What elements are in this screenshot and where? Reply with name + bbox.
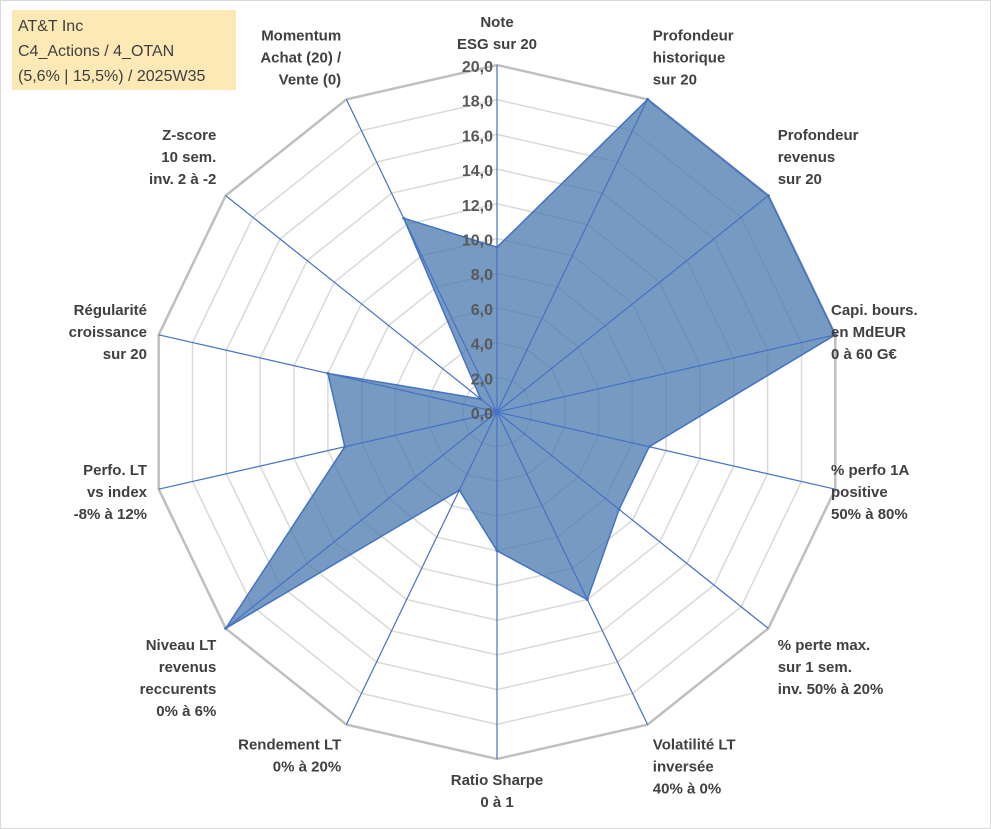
axis-label: Note ESG sur 20 [457, 14, 537, 53]
axis-spoke [496, 99, 649, 413]
axis-label-line: en MdEUR [831, 324, 906, 341]
axis-label-line: revenus [159, 659, 217, 676]
axis-label-line: Volatilité LT [653, 736, 736, 753]
axis-label: Z-score 10 sem. inv. 2 à -2 [149, 127, 216, 188]
axis-label-line: vs index [87, 484, 148, 501]
tick-label: 2,0 [471, 371, 493, 388]
axis-label-line: % perte max. [778, 637, 871, 654]
axis-spoke [496, 411, 649, 725]
tick-label: 18,0 [462, 94, 493, 111]
axis-spoke [225, 195, 498, 413]
axis-label: Profondeur revenus sur 20 [778, 127, 859, 188]
axis-label-line: Momentum [261, 28, 341, 45]
axis-label-line: reccurents [140, 681, 217, 698]
axis-label-line: % perfo 1A [831, 462, 910, 479]
info-category: C4_Actions / 4_OTAN [18, 43, 175, 60]
axis-label: Rendement LT 0% à 20% [238, 736, 341, 775]
axis-label-line: Achat (20) / [260, 50, 342, 67]
axis-label-line: Z-score [162, 127, 216, 144]
axis-label-line: revenus [778, 149, 836, 166]
axis-label-line: 40% à 0% [653, 780, 721, 797]
axis-label-line: sur 20 [653, 72, 697, 89]
axis-label-line: 50% à 80% [831, 506, 908, 523]
axis-label-line: croissance [69, 324, 147, 341]
axis-label-line: -8% à 12% [74, 506, 147, 523]
axis-label-line: Niveau LT [146, 637, 217, 654]
axis-label-line: Capi. bours. [831, 302, 918, 319]
axis-label-line: Rendement LT [238, 736, 341, 753]
axis-label-line: 0% à 20% [273, 758, 341, 775]
axis-spoke [158, 411, 498, 490]
axis-spoke [345, 411, 498, 725]
tick-label: 14,0 [462, 163, 493, 180]
axis-label-line: 0% à 6% [156, 703, 216, 720]
axis-label: Momentum Achat (20) / Vente (0) [260, 28, 342, 89]
axis-label-line: Ratio Sharpe [451, 772, 544, 789]
tick-label: 0,0 [471, 406, 493, 423]
radar-spokes [158, 65, 836, 759]
axis-spoke [345, 99, 498, 413]
axis-label-line: positive [831, 484, 888, 501]
axis-spoke [158, 334, 498, 413]
radar-series [224, 97, 837, 630]
axis-label-line: sur 1 sem. [778, 659, 852, 676]
axis-label-line: inversée [653, 758, 714, 775]
info-company: AT&T Inc [18, 18, 84, 35]
axis-label: Profondeur historique sur 20 [653, 28, 734, 89]
axis-spoke [496, 334, 836, 413]
axis-label-line: ESG sur 20 [457, 36, 537, 53]
info-box: AT&T Inc C4_Actions / 4_OTAN (5,6% | 15,… [12, 10, 236, 90]
axis-label: Niveau LT revenus reccurents 0% à 6% [140, 637, 217, 720]
axis-label-line: Régularité [74, 302, 147, 319]
axis-label: Perfo. LT vs index -8% à 12% [74, 462, 148, 523]
axis-label-line: Profondeur [653, 28, 734, 45]
axis-label-line: sur 20 [103, 346, 147, 363]
tick-label: 12,0 [462, 198, 493, 215]
axis-spoke [496, 411, 769, 629]
axis-label: Volatilité LT inversée 40% à 0% [653, 736, 736, 797]
axis-label-line: inv. 2 à -2 [149, 171, 216, 188]
axis-label: Régularité croissance sur 20 [69, 302, 147, 363]
axis-label-line: sur 20 [778, 171, 822, 188]
axis-spoke [496, 195, 769, 413]
axis-label-line: Vente (0) [279, 72, 342, 89]
axis-label-line: Profondeur [778, 127, 859, 144]
series-area [225, 98, 837, 630]
tick-label: 6,0 [471, 302, 493, 319]
tick-label: 8,0 [471, 267, 493, 284]
tick-label: 10,0 [462, 233, 493, 250]
axis-label: % perte max. sur 1 sem. inv. 50% à 20% [778, 637, 884, 698]
axis-spoke [496, 411, 836, 490]
tick-label: 20,0 [462, 59, 493, 76]
radar-axis-labels: Note ESG sur 20 Profondeur historique sur 20… [69, 14, 918, 811]
axis-label-line: Note [480, 14, 513, 31]
axis-label-line: 0 à 60 G€ [831, 346, 898, 363]
tick-label: 4,0 [471, 337, 493, 354]
axis-label: Capi. bours. en MdEUR 0 à 60 G€ [831, 302, 918, 363]
axis-label-line: inv. 50% à 20% [778, 681, 884, 698]
axis-label-line: historique [653, 50, 726, 67]
axis-label-line: 0 à 1 [480, 794, 513, 811]
radar-ticks: 0,0 2,0 4,0 6,0 8,0 10,0 12,0 14,0 16,0 18,0 20,0 [462, 59, 493, 423]
axis-label-line: 10 sem. [161, 149, 216, 166]
tick-label: 16,0 [462, 128, 493, 145]
axis-label: % perfo 1A positive 50% à 80% [831, 462, 910, 523]
axis-label-line: Perfo. LT [83, 462, 147, 479]
axis-label: Ratio Sharpe 0 à 1 [451, 772, 544, 811]
info-stats: (5,6% | 15,5%) / 2025W35 [18, 68, 206, 85]
axis-spoke [225, 411, 498, 629]
